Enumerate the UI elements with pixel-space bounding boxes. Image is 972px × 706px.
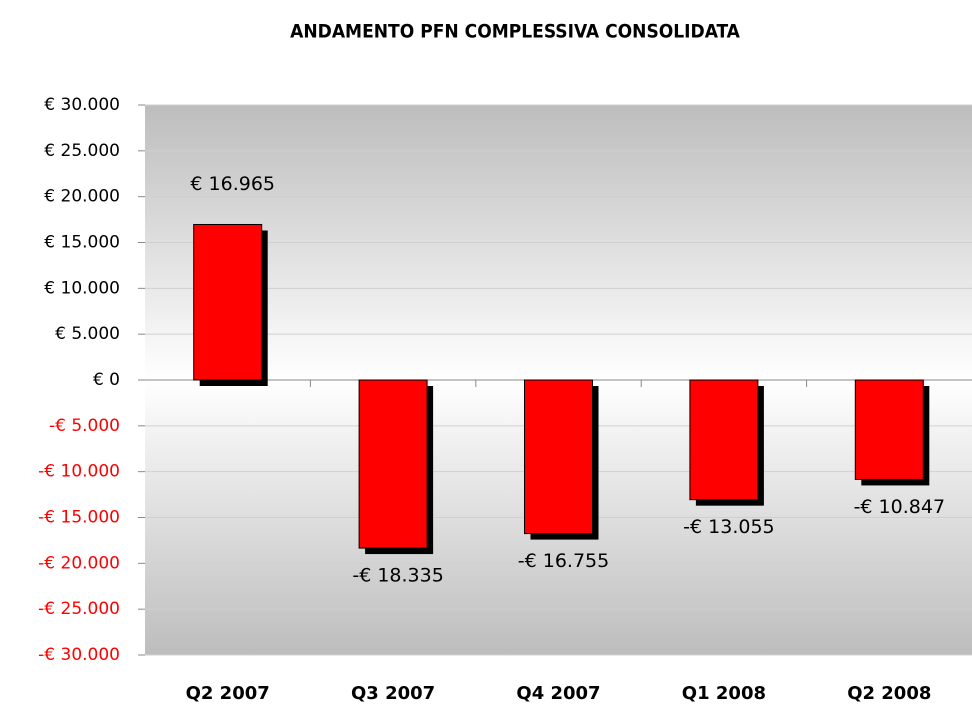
data-label: -€ 13.055 xyxy=(683,516,774,538)
y-tick-label: -€ 15.000 xyxy=(38,508,120,528)
y-tick-label: -€ 25.000 xyxy=(38,599,120,619)
data-label: € 16.965 xyxy=(190,173,275,195)
y-tick-label: € 15.000 xyxy=(44,233,120,253)
bar xyxy=(854,379,924,480)
bar xyxy=(358,379,428,549)
data-label: -€ 18.335 xyxy=(352,565,443,587)
y-tick-label: -€ 30.000 xyxy=(38,645,120,665)
bar xyxy=(193,223,263,381)
y-tick-label: € 0 xyxy=(93,370,120,390)
y-tick-label: € 20.000 xyxy=(44,187,120,207)
y-tick-label: -€ 20.000 xyxy=(38,553,120,573)
x-tick-label: Q4 2007 xyxy=(516,683,600,704)
y-tick-label: -€ 5.000 xyxy=(49,416,120,436)
y-tick-label: € 10.000 xyxy=(44,278,120,298)
x-tick-label: Q2 2008 xyxy=(847,683,931,704)
chart-title: ANDAMENTO PFN COMPLESSIVA CONSOLIDATA xyxy=(290,21,741,43)
x-tick-label: Q2 2007 xyxy=(186,683,270,704)
bar xyxy=(524,379,593,535)
y-tick-label: € 25.000 xyxy=(44,141,120,161)
y-tick-label: € 30.000 xyxy=(44,95,120,115)
bar xyxy=(689,379,759,501)
x-tick-label: Q3 2007 xyxy=(351,683,435,704)
data-label: -€ 16.755 xyxy=(518,550,609,572)
x-tick-label: Q1 2008 xyxy=(682,683,766,704)
y-tick-label: -€ 10.000 xyxy=(38,462,120,482)
data-label: -€ 10.847 xyxy=(854,496,945,518)
y-tick-label: € 5.000 xyxy=(55,324,120,344)
